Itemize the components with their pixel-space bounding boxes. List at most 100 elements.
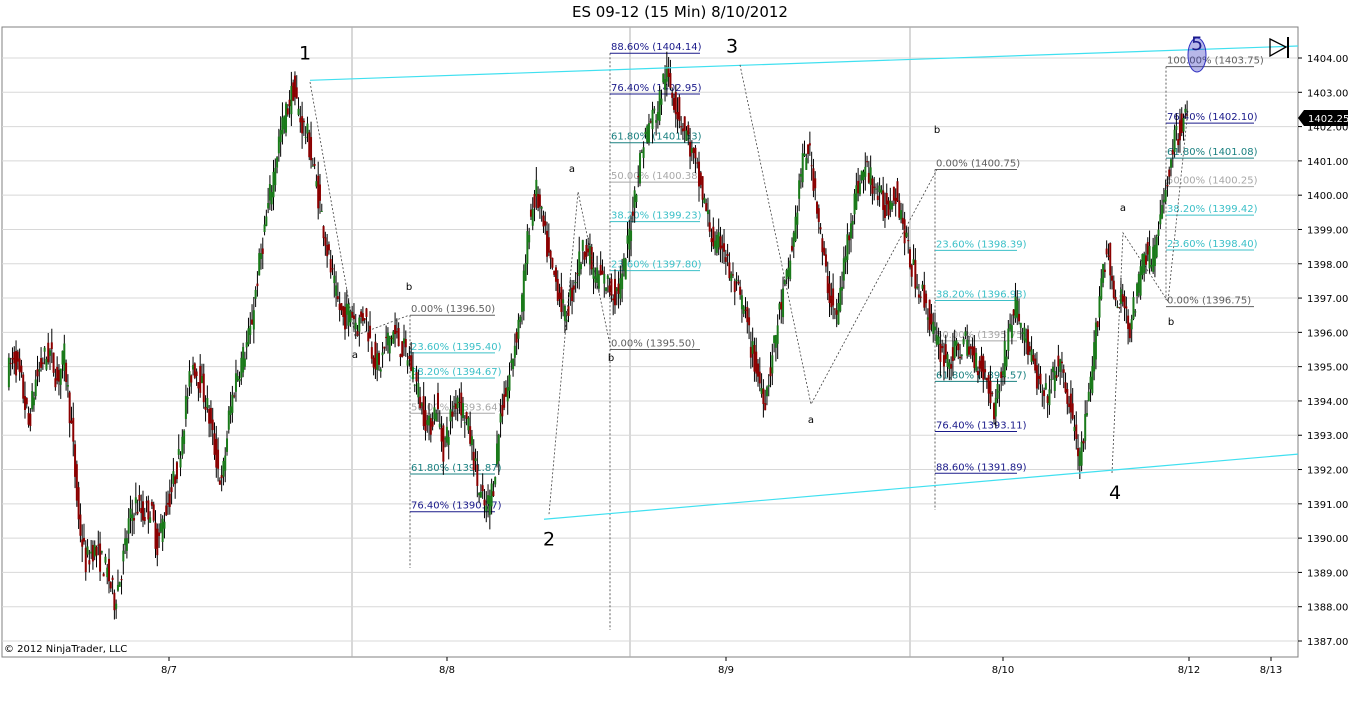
candle-body: [744, 309, 747, 311]
y-tick-label: 1401.00: [1307, 157, 1348, 168]
candle-body: [613, 278, 616, 306]
candle-body: [317, 175, 320, 209]
candle-body: [233, 395, 236, 397]
candle-body: [133, 518, 136, 521]
candle-body: [106, 567, 109, 578]
candle-body: [835, 310, 838, 315]
chart-title: ES 09-12 (15 Min) 8/10/2012: [572, 3, 788, 21]
candle-body: [1018, 313, 1021, 322]
candle-body: [830, 295, 833, 308]
candle-body: [717, 232, 720, 248]
candle-body: [749, 346, 752, 358]
candle-body: [431, 421, 434, 427]
candle-body: [610, 278, 613, 296]
candle-body: [760, 387, 763, 394]
candle-body: [1046, 396, 1049, 403]
candle-body: [426, 420, 429, 425]
candle-body: [708, 222, 711, 232]
candle-body: [301, 116, 304, 134]
x-tick-label: 8/9: [718, 665, 734, 676]
candle-body: [862, 171, 865, 180]
candle-body: [934, 326, 937, 331]
candle-body: [792, 232, 795, 247]
candle-body: [549, 250, 552, 259]
candle-body: [1085, 413, 1088, 416]
candle-body: [563, 305, 566, 321]
candle-body: [1164, 189, 1167, 202]
candle-body: [226, 438, 229, 452]
candle-body: [821, 238, 824, 253]
candle-body: [996, 383, 999, 399]
candle-body: [765, 387, 768, 397]
candle-body: [808, 143, 811, 146]
candle-body: [588, 245, 591, 265]
candle-body: [751, 341, 754, 354]
candle-body: [93, 544, 96, 557]
candle-body: [1098, 296, 1101, 318]
candle-body: [583, 251, 586, 260]
candle-body: [742, 306, 745, 314]
candle-body: [65, 362, 68, 382]
candle-body: [1009, 323, 1012, 330]
candle-body: [864, 166, 867, 177]
candle-body: [424, 410, 427, 431]
candle-body: [774, 335, 777, 348]
scroll-to-end-icon[interactable]: [1269, 37, 1289, 58]
candle-body: [667, 67, 670, 77]
date-axis: 8/7 8/8 8/9 8/10 8/12 8/13: [161, 657, 1282, 676]
y-tick-label: 1404.00: [1307, 54, 1348, 65]
candle-body: [327, 244, 330, 251]
candle-body: [111, 577, 114, 580]
candle-body: [458, 401, 461, 403]
candle-body: [274, 167, 277, 186]
candle-body: [118, 581, 121, 587]
candle-body: [134, 497, 137, 504]
candle-body: [917, 294, 920, 298]
candle-body: [299, 117, 302, 123]
candle-body: [993, 403, 996, 420]
candle-body: [102, 573, 105, 577]
candle-body: [1173, 129, 1176, 152]
fib-level-label: 100.00% (1403.75): [1167, 56, 1264, 67]
candle-body: [948, 362, 951, 369]
candle-body: [147, 500, 150, 520]
last-price-label: 1402.25: [1308, 114, 1349, 125]
candle-body: [901, 217, 904, 224]
candle-body: [356, 331, 359, 337]
candle-body: [814, 178, 817, 189]
candle-body: [658, 90, 661, 121]
candle-body: [1068, 403, 1071, 408]
candle-body: [141, 501, 144, 521]
candle-body: [374, 341, 377, 370]
candle-body: [1128, 323, 1131, 339]
candle-body: [1162, 199, 1165, 203]
candle-body: [858, 182, 861, 195]
candle-body: [692, 148, 695, 154]
candle-body: [769, 367, 772, 377]
candle-body: [780, 301, 783, 310]
candle-body: [174, 476, 177, 485]
candle-body: [572, 285, 575, 290]
candle-body: [281, 117, 284, 135]
candle-body: [601, 270, 604, 275]
candle-body: [97, 544, 100, 546]
candle-body: [388, 335, 391, 354]
fib-level-label: 23.60% (1395.40): [411, 342, 502, 353]
candle-body: [292, 82, 295, 101]
candle-body: [508, 374, 511, 391]
candle-body: [1078, 451, 1081, 466]
candle-body: [1109, 242, 1112, 276]
y-tick-label: 1393.00: [1307, 431, 1348, 442]
candle-body: [542, 215, 545, 227]
fib-level-label: 76.40% (1390.77): [411, 501, 502, 512]
candle-body: [991, 392, 994, 394]
candle-body: [200, 376, 203, 384]
candle-body: [1030, 349, 1033, 362]
candle-body: [429, 418, 432, 435]
candle-body: [1012, 309, 1015, 316]
candle-body: [1139, 266, 1142, 296]
candle-body: [681, 128, 684, 132]
candle-body: [1170, 159, 1173, 168]
candle-body: [344, 306, 347, 330]
